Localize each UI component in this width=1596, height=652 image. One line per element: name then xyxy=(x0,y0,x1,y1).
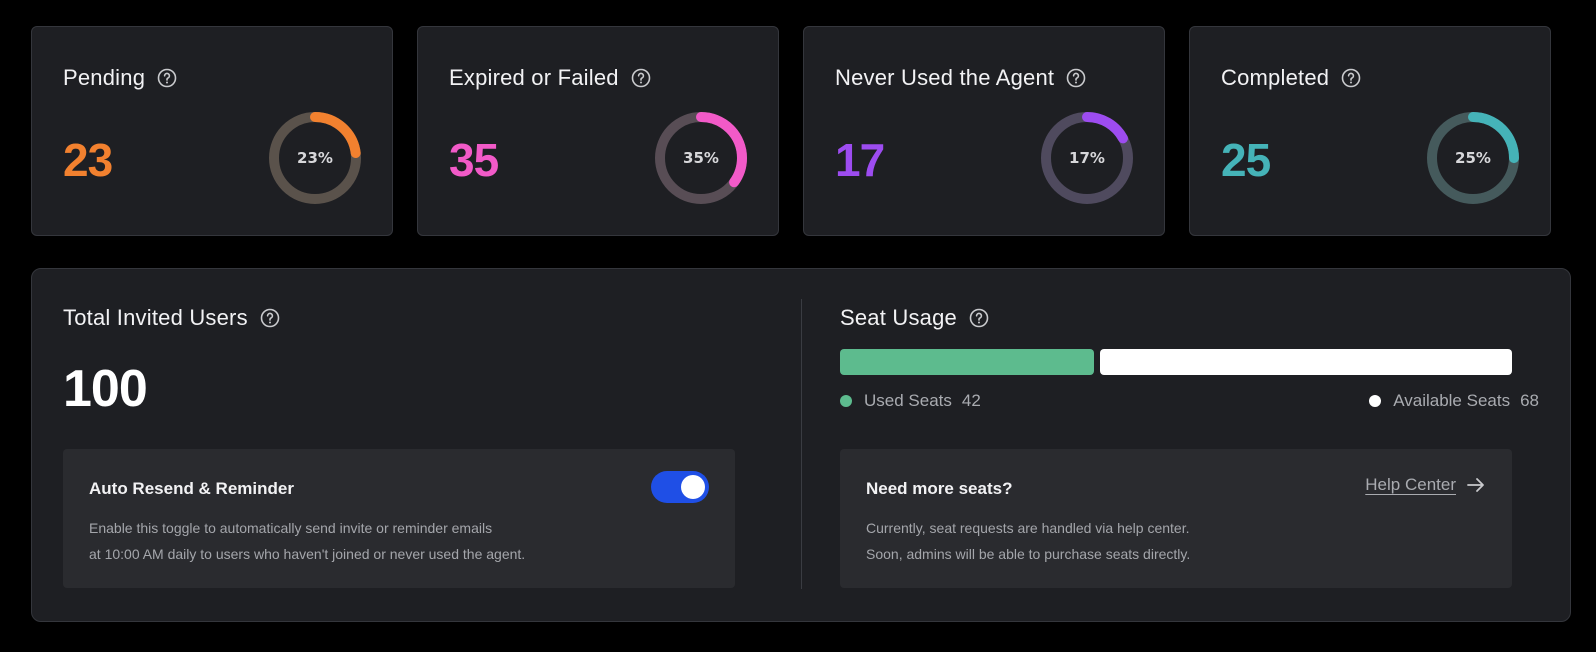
card-title-row: Completed xyxy=(1221,65,1361,91)
stat-card-expired-failed: Expired or Failed 35 35% xyxy=(417,26,779,236)
divider xyxy=(801,299,802,589)
donut-arc xyxy=(269,112,361,204)
donut-percent-label: 17% xyxy=(1069,149,1105,167)
stat-card-pending: Pending 23 23% xyxy=(31,26,393,236)
auto-resend-title: Auto Resend & Reminder xyxy=(89,479,294,498)
donut-arc xyxy=(1041,112,1133,204)
auto-resend-description-line-1: Enable this toggle to automatically send… xyxy=(89,520,493,536)
help-icon[interactable] xyxy=(631,68,651,88)
help-icon[interactable] xyxy=(969,308,989,328)
stat-card-completed: Completed 25 25% xyxy=(1189,26,1551,236)
donut-arc xyxy=(1427,112,1519,204)
used-seats-segment xyxy=(840,349,1095,375)
help-icon[interactable] xyxy=(157,68,177,88)
total-invited-title: Total Invited Users xyxy=(63,305,248,330)
stat-card-never-used: Never Used the Agent 17 17% xyxy=(803,26,1165,236)
donut-percent-label: 25% xyxy=(1455,149,1491,167)
used-seats-count: 42 xyxy=(961,391,981,410)
need-more-seats-line-1: Currently, seat requests are handled via… xyxy=(866,520,1190,536)
stat-value: 17 xyxy=(835,134,885,186)
available-seats-label: Available Seats xyxy=(1393,391,1511,410)
toggle-knob xyxy=(681,475,705,499)
donut-arc xyxy=(655,112,747,204)
donut-percent-label: 35% xyxy=(683,149,719,167)
invite-summary-panel: Total Invited Users 100 Auto Resend & Re… xyxy=(31,268,1571,622)
auto-resend-toggle[interactable] xyxy=(651,471,709,503)
total-invited-title-row: Total Invited Users xyxy=(63,305,280,331)
help-icon[interactable] xyxy=(260,308,280,328)
card-title: Expired or Failed xyxy=(449,65,619,90)
seat-usage-bar xyxy=(840,349,1512,375)
total-invited-value: 100 xyxy=(63,360,148,418)
help-icon[interactable] xyxy=(1341,68,1361,88)
donut-chart: 17% xyxy=(1041,112,1133,204)
card-title-row: Never Used the Agent xyxy=(835,65,1086,91)
available-seats-count: 68 xyxy=(1520,391,1539,410)
need-more-seats-line-2: Soon, admins will be able to purchase se… xyxy=(866,546,1191,562)
card-title: Never Used the Agent xyxy=(835,65,1055,90)
need-more-seats-title: Need more seats? xyxy=(866,479,1013,498)
seat-usage-title: Seat Usage xyxy=(840,305,957,330)
available-seats-legend: Available Seats 68 xyxy=(1369,391,1539,411)
donut-chart: 23% xyxy=(269,112,361,204)
donut-chart: 25% xyxy=(1427,112,1519,204)
card-title-row: Pending xyxy=(63,65,177,91)
help-icon[interactable] xyxy=(1066,68,1086,88)
stat-value: 25 xyxy=(1221,134,1271,186)
available-seats-dot xyxy=(1369,395,1382,407)
card-title-row: Expired or Failed xyxy=(449,65,651,91)
help-center-link-text[interactable]: Help Center xyxy=(1365,475,1456,494)
auto-resend-box: Auto Resend & Reminder Enable this toggl… xyxy=(63,449,735,588)
auto-resend-description-line-2: at 10:00 AM daily to users who haven't j… xyxy=(89,546,526,562)
arrow-right-icon[interactable] xyxy=(1466,475,1486,495)
seat-usage-title-row: Seat Usage xyxy=(840,305,989,331)
donut-percent-label: 23% xyxy=(297,149,333,167)
card-title: Pending xyxy=(63,65,146,90)
donut-chart: 35% xyxy=(655,112,747,204)
need-more-seats-box: Need more seats? Help Center Currently, … xyxy=(840,449,1512,588)
available-seats-segment xyxy=(1100,349,1512,375)
stat-value: 35 xyxy=(449,134,499,186)
used-seats-dot xyxy=(840,395,852,407)
card-title: Completed xyxy=(1221,65,1330,90)
help-center-link[interactable]: Help Center xyxy=(1365,475,1486,495)
used-seats-label: Used Seats xyxy=(864,391,952,410)
stat-value: 23 xyxy=(63,134,113,186)
used-seats-legend: Used Seats 42 xyxy=(840,391,981,411)
